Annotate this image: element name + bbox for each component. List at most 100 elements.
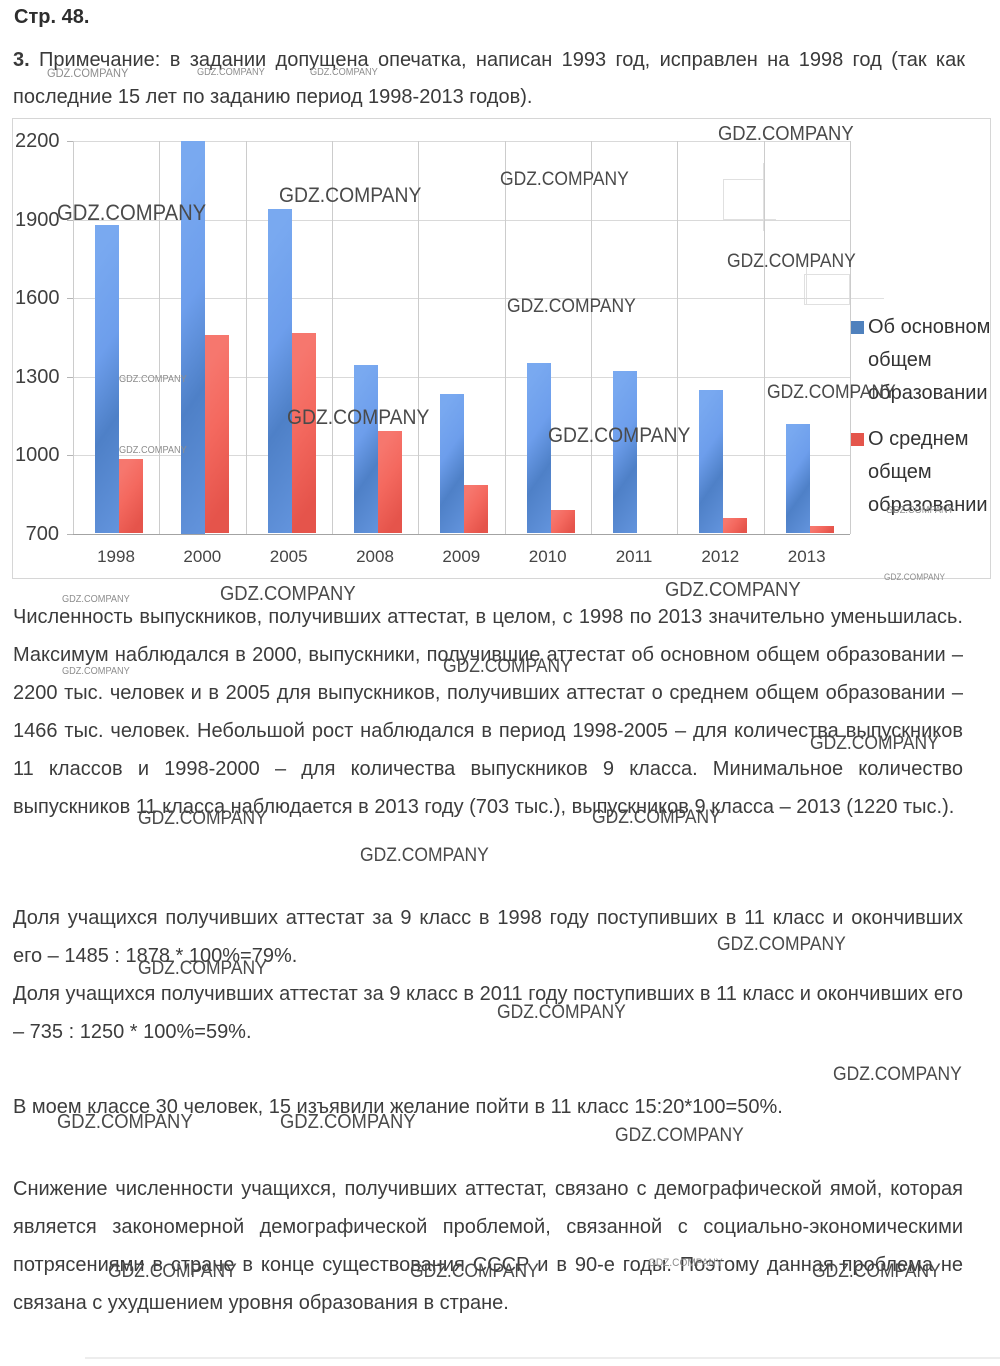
watermark: GDZ.COMPANY — [615, 1125, 744, 1146]
y-axis-tick — [67, 533, 73, 535]
watermark: GDZ.COMPANY — [220, 583, 356, 605]
x-axis-label: 2011 — [615, 546, 653, 566]
legend-item: О среднем общем образовании — [851, 423, 989, 528]
note-paragraph: 3. Примечание: в задании допущена опечат… — [13, 42, 965, 116]
watermark: GDZ.COMPANY — [310, 67, 378, 78]
watermark: GDZ.COMPANY — [62, 666, 130, 677]
x-axis-label: 2012 — [701, 546, 740, 566]
legend-label: Об основном общем образовании — [868, 316, 991, 404]
y-axis-tick — [67, 455, 73, 456]
watermark: GDZ.COMPANY — [287, 406, 430, 429]
x-axis-label: 2000 — [183, 546, 222, 566]
watermark: GDZ.COMPANY — [507, 296, 636, 317]
bar-red-1998 — [119, 458, 143, 534]
x-axis-label: 2009 — [442, 546, 481, 566]
y-axis-label: 1300 — [15, 365, 60, 388]
gridline-vertical — [418, 141, 420, 534]
bar-red-2013 — [809, 525, 834, 534]
y-axis-label: 1900 — [15, 208, 60, 231]
bar-blue-2008 — [354, 364, 378, 534]
watermark: GDZ.COMPANY — [665, 579, 801, 601]
bar-red-2000 — [205, 335, 230, 534]
legend-item: Об основном общем образовании — [851, 311, 990, 416]
bar-red-2009 — [464, 485, 489, 534]
gridline-vertical — [73, 141, 74, 534]
bar-red-2010 — [550, 509, 575, 534]
y-axis-tick — [67, 376, 73, 378]
gridline-vertical — [850, 141, 851, 534]
watermark: GDZ.COMPANY — [280, 1111, 416, 1133]
watermark: GDZ.COMPANY — [592, 807, 721, 828]
gridline-vertical — [245, 141, 247, 534]
bar-blue-2005 — [267, 209, 292, 534]
bar-blue-2011 — [613, 371, 637, 534]
watermark: GDZ.COMPANY — [548, 424, 691, 447]
bar-blue-2012 — [699, 389, 724, 534]
y-axis-tick — [67, 141, 73, 142]
bar-red-2008 — [378, 431, 402, 534]
x-axis-label: 2008 — [356, 546, 394, 566]
x-axis-label: 2005 — [269, 546, 308, 566]
bar-blue-2013 — [785, 423, 810, 534]
bar-blue-2010 — [526, 363, 551, 534]
x-axis-label: 2010 — [528, 546, 567, 566]
gridline-vertical — [763, 141, 765, 534]
gridline-horizontal — [73, 219, 850, 221]
page-title: Стр. 48. — [14, 6, 90, 28]
watermark: GDZ.COMPANY — [648, 1257, 723, 1269]
watermark: GDZ.COMPANY — [119, 445, 187, 456]
bar-red-2012 — [723, 517, 748, 534]
watermark: GDZ.COMPANY — [57, 200, 207, 225]
y-axis-tick — [67, 219, 73, 221]
watermark: GDZ.COMPANY — [279, 184, 422, 207]
watermark: GDZ.COMPANY — [810, 733, 939, 754]
artifact-line — [806, 263, 807, 305]
paragraph-share-2011: Доля учащихся получивших аттестат за 9 к… — [13, 983, 963, 1043]
page-bottom-edge — [85, 1357, 1000, 1359]
note-text: Примечание: в задании допущена опечатка,… — [13, 49, 965, 108]
bar-chart: 700 1000 1300 1600 1900 2200 1998 2000 2005 2008 2… — [12, 118, 991, 579]
artifact-rect — [804, 274, 850, 305]
gridline-horizontal — [73, 376, 850, 378]
gridline-vertical — [159, 141, 161, 534]
watermark: GDZ.COMPANY — [108, 1261, 237, 1282]
bar-blue-2000 — [181, 141, 206, 534]
artifact-rect — [723, 179, 764, 221]
bar-blue-1998 — [95, 225, 119, 534]
gridline-vertical — [677, 141, 679, 534]
watermark: GDZ.COMPANY — [138, 808, 267, 829]
watermark: GDZ.COMPANY — [767, 382, 896, 403]
bar-red-2005 — [291, 333, 316, 534]
watermark: GDZ.COMPANY — [360, 845, 489, 866]
y-axis-label: 700 — [25, 522, 59, 545]
watermark: GDZ.COMPANY — [410, 1261, 539, 1282]
legend-swatch-red — [851, 433, 864, 446]
gridline-vertical — [332, 141, 333, 534]
watermark: GDZ.COMPANY — [62, 594, 130, 605]
watermark: GDZ.COMPANY — [500, 169, 629, 190]
gridline-horizontal — [73, 141, 850, 142]
watermark: GDZ.COMPANY — [727, 251, 856, 272]
paragraph-conclusion: Снижение численности учащихся, получивши… — [13, 1178, 963, 1314]
y-axis-label: 2200 — [15, 130, 60, 152]
artifact-line — [763, 163, 764, 231]
watermark: GDZ.COMPANY — [812, 1261, 941, 1282]
x-axis-label: 2013 — [787, 546, 826, 566]
watermark: GDZ.COMPANY — [443, 656, 572, 677]
gridline-horizontal — [73, 298, 850, 299]
watermark: GDZ.COMPANY — [57, 1111, 193, 1133]
watermark: GDZ.COMPANY — [197, 67, 265, 78]
y-axis-label: 1000 — [15, 444, 60, 466]
y-axis-label: 1600 — [15, 287, 60, 309]
watermark: GDZ.COMPANY — [833, 1064, 962, 1085]
gridline-horizontal — [67, 533, 850, 535]
watermark: GDZ.COMPANY — [138, 958, 267, 979]
y-axis-tick — [67, 298, 73, 299]
gridline-vertical — [591, 141, 592, 534]
watermark: GDZ.COMPANY — [717, 934, 846, 955]
watermark: GDZ.COMPANY — [718, 123, 854, 145]
watermark: GDZ.COMPANY — [884, 572, 946, 582]
paragraph-share-1998: Доля учащихся получивших аттестат за 9 к… — [13, 907, 963, 967]
legend-swatch-blue — [851, 321, 864, 334]
